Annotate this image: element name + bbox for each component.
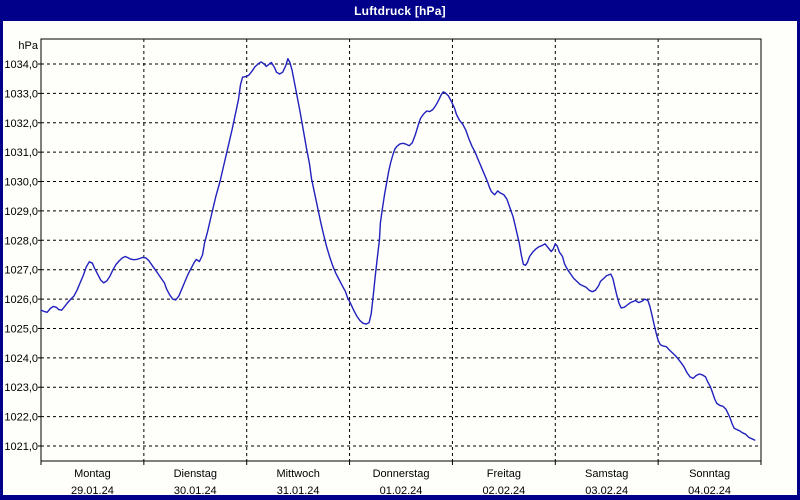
x-day-label: Donnerstag bbox=[373, 468, 430, 480]
y-tick-label: 1025,0 bbox=[4, 323, 38, 335]
x-date-label: 04.02.24 bbox=[688, 485, 731, 495]
y-tick-label: 1032,0 bbox=[4, 118, 38, 130]
chart-panel: 1034,0 1033,0 1032,0 1031,0 1030,0 1029,0 1028… bbox=[3, 21, 797, 495]
window-title: Luftdruck [hPa] bbox=[354, 3, 446, 18]
x-day-label: Freitag bbox=[487, 468, 521, 480]
x-day-label: Mittwoch bbox=[276, 468, 319, 480]
pressure-chart: 1034,0 1033,0 1032,0 1031,0 1030,0 1029,0 1028… bbox=[4, 38, 762, 495]
x-date-label: 02.02.24 bbox=[482, 485, 525, 495]
y-axis-unit-label: hPa bbox=[18, 40, 38, 52]
x-day-label: Samstag bbox=[585, 468, 628, 480]
y-tick-label: 1031,0 bbox=[4, 147, 38, 159]
x-date-label: 03.02.24 bbox=[585, 485, 628, 495]
y-tick-label: 1023,0 bbox=[4, 382, 38, 394]
title-bar: Luftdruck [hPa] bbox=[0, 0, 800, 21]
y-tick-label: 1022,0 bbox=[4, 412, 38, 424]
y-tick-label: 1029,0 bbox=[4, 206, 38, 218]
y-tick-label: 1021,0 bbox=[4, 441, 38, 453]
x-date-label: 01.02.24 bbox=[380, 485, 423, 495]
x-day-label: Dienstag bbox=[174, 468, 217, 480]
y-tick-label: 1033,0 bbox=[4, 88, 38, 100]
plot-border bbox=[40, 38, 762, 462]
x-date-label: 31.01.24 bbox=[277, 485, 320, 495]
x-date-label: 29.01.24 bbox=[71, 485, 114, 495]
x-day-label: Montag bbox=[74, 468, 111, 480]
x-day-label: Sonntag bbox=[689, 468, 730, 480]
y-tick-label: 1034,0 bbox=[4, 59, 38, 71]
x-date-label: 30.01.24 bbox=[174, 485, 217, 495]
y-tick-label: 1026,0 bbox=[4, 294, 38, 306]
y-tick-label: 1027,0 bbox=[4, 265, 38, 277]
pressure-line bbox=[40, 58, 756, 441]
y-tick-label: 1024,0 bbox=[4, 353, 38, 365]
y-tick-label: 1028,0 bbox=[4, 235, 38, 247]
y-tick-label: 1030,0 bbox=[4, 177, 38, 189]
